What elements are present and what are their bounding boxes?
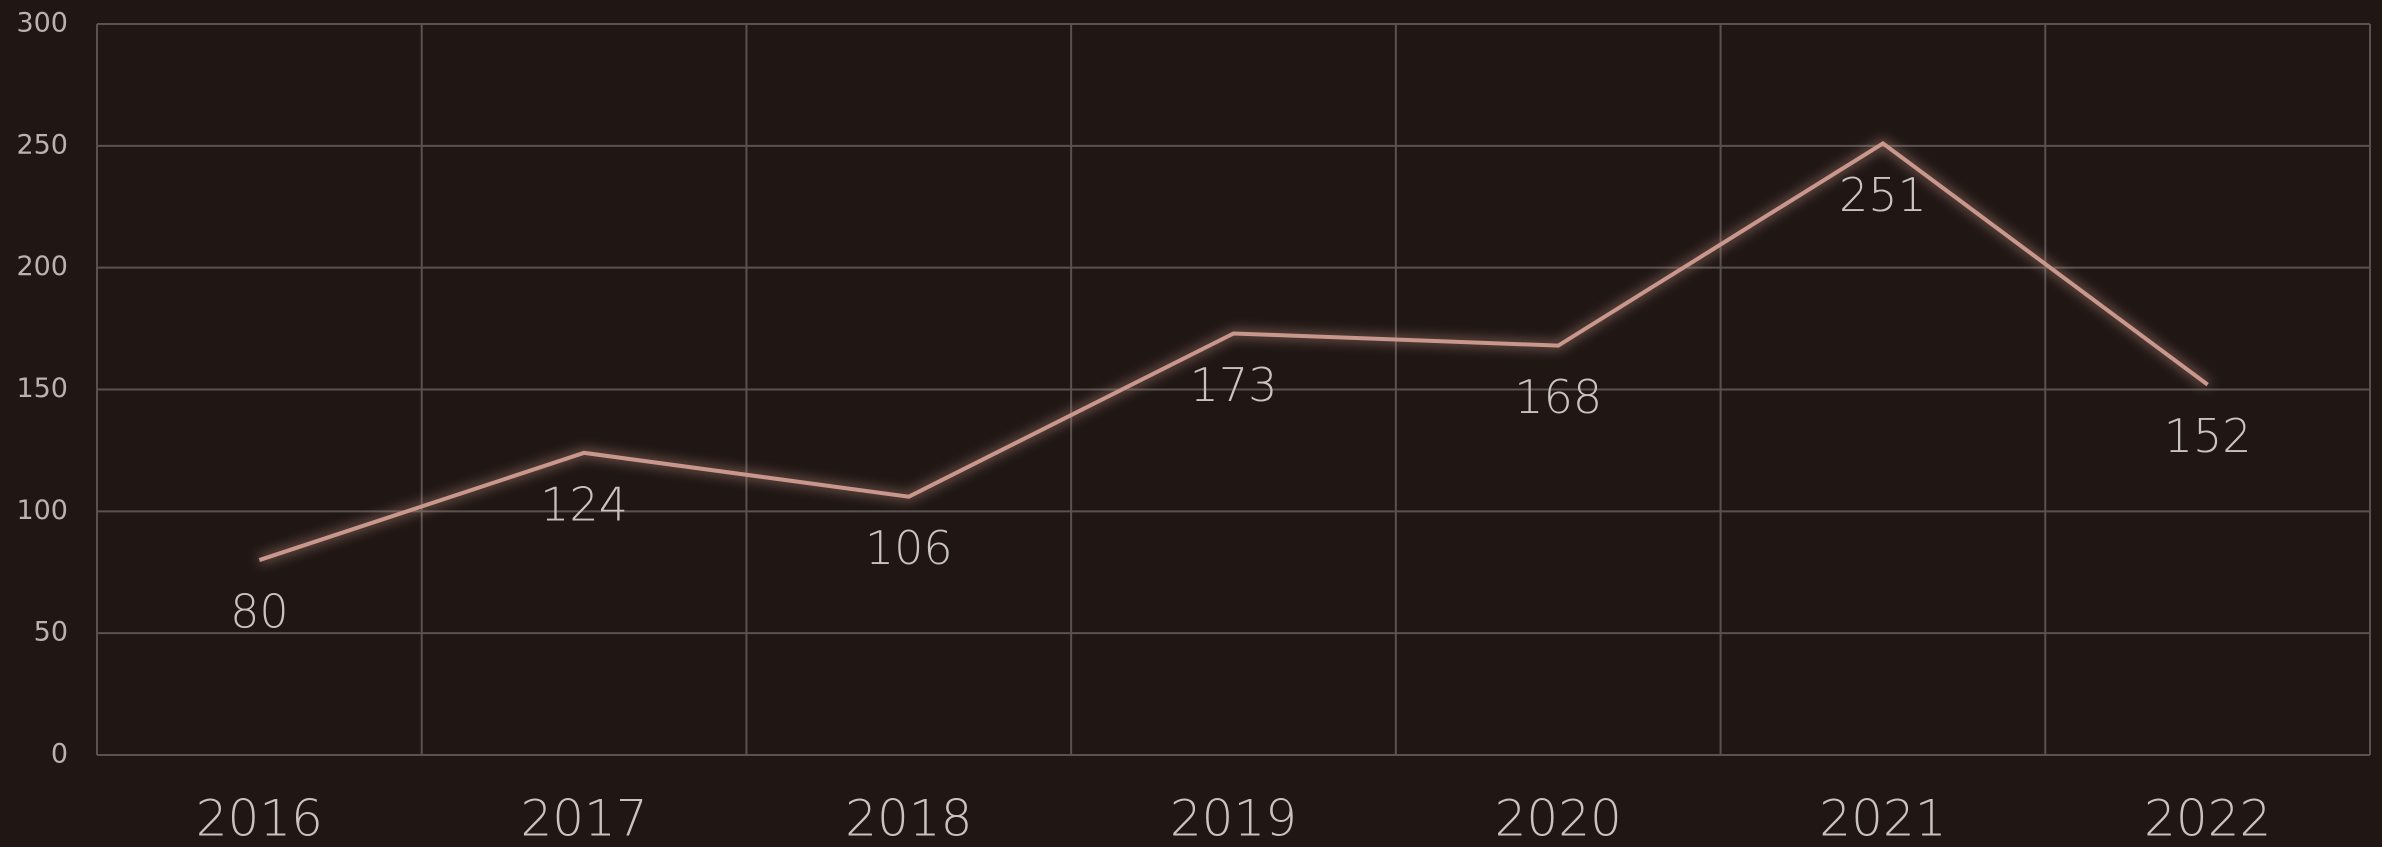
x-tick-label: 2018 [845, 790, 972, 847]
y-tick-label: 100 [16, 495, 68, 526]
x-tick-label: 2020 [1495, 790, 1622, 847]
x-tick-label: 2022 [2144, 790, 2271, 847]
x-tick-label: 2021 [1819, 790, 1946, 847]
x-tick-label: 2016 [196, 790, 323, 847]
line [258, 140, 2209, 562]
y-tick-label: 50 [34, 617, 68, 648]
y-tick-label: 300 [16, 8, 68, 39]
data-label: 106 [865, 521, 953, 575]
data-label: 80 [230, 585, 289, 639]
data-label: 173 [1190, 358, 1278, 412]
data-label: 251 [1839, 168, 1927, 222]
data-label: 152 [2164, 409, 2252, 463]
data-label: 168 [1514, 370, 1602, 424]
y-tick-label: 200 [16, 251, 68, 282]
y-tick-label: 150 [16, 373, 68, 404]
y-tick-label: 250 [16, 129, 68, 160]
x-tick-label: 2019 [1170, 790, 1297, 847]
y-tick-label: 0 [51, 739, 68, 770]
x-tick-label: 2017 [520, 790, 647, 847]
data-label: 124 [540, 477, 628, 531]
